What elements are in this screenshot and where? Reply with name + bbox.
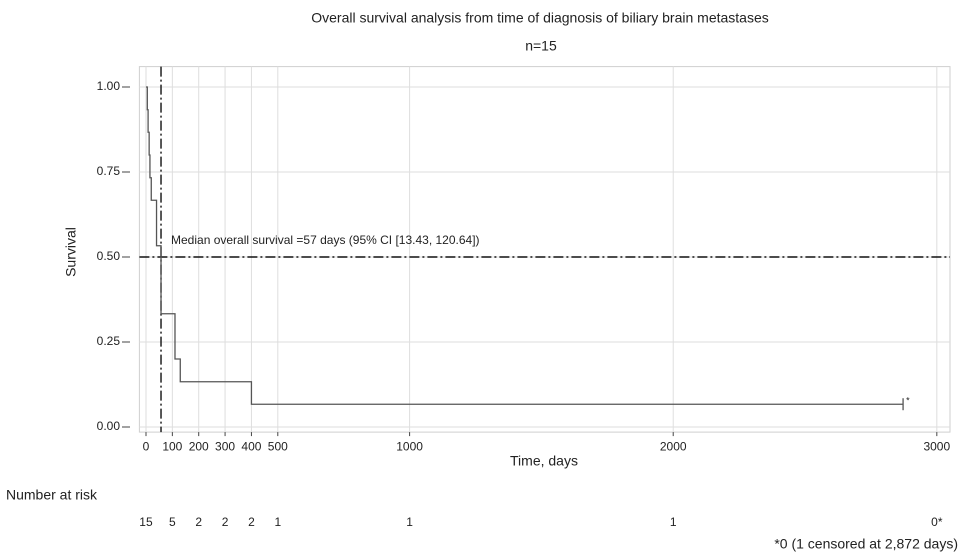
censor-label: * [906, 396, 910, 406]
x-tick-label: 100 [162, 439, 182, 453]
x-axis-label: Time, days [510, 453, 578, 469]
risk-table-title: Number at risk [6, 487, 98, 503]
x-tick-label: 0 [143, 439, 150, 453]
footnote: *0 (1 censored at 2,872 days) [774, 536, 958, 552]
risk-count: 5 [169, 515, 176, 529]
risk-count: 1 [670, 515, 677, 529]
chart-subtitle: n=15 [525, 38, 557, 54]
risk-count: 0* [931, 515, 943, 529]
risk-count: 2 [248, 515, 255, 529]
chart-title: Overall survival analysis from time of d… [311, 10, 769, 26]
risk-count: 1 [274, 515, 281, 529]
risk-count: 2 [195, 515, 202, 529]
risk-count: 1 [406, 515, 413, 529]
x-tick-label: 300 [215, 439, 235, 453]
y-tick-label: 0.50 [97, 249, 121, 263]
x-tick-label: 1000 [396, 439, 423, 453]
risk-count: 2 [222, 515, 229, 529]
plot-frame [138, 66, 951, 433]
survival-curve [145, 86, 904, 405]
y-tick-label: 1.00 [97, 79, 121, 93]
y-tick-label: 0.00 [97, 419, 121, 433]
x-tick-label: 400 [241, 439, 261, 453]
x-tick-label: 200 [189, 439, 209, 453]
risk-count: 15 [139, 515, 153, 529]
x-tick-label: 2000 [660, 439, 687, 453]
y-axis-label: Survival [63, 227, 79, 277]
y-tick-label: 0.25 [97, 334, 121, 348]
x-tick-label: 500 [268, 439, 288, 453]
y-tick-label: 0.75 [97, 164, 121, 178]
annotation: Median overall survival =57 days (95% CI… [171, 233, 480, 247]
x-tick-label: 3000 [923, 439, 950, 453]
